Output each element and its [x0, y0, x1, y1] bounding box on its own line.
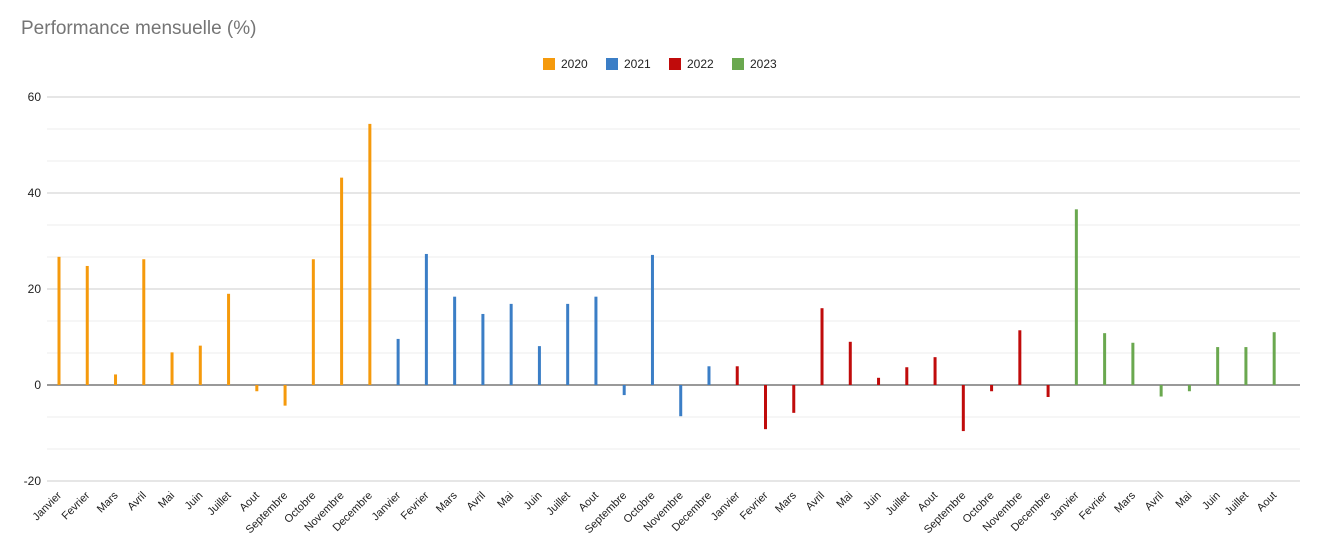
- legend-label: 2021: [624, 57, 651, 71]
- bar: [1046, 385, 1050, 397]
- bar: [1187, 385, 1191, 392]
- legend: 2020 2021 2022 2023: [0, 57, 1318, 75]
- x-tick-label: Mars: [434, 489, 460, 515]
- bar: [142, 259, 146, 385]
- bar: [481, 313, 485, 385]
- bar: [85, 265, 89, 385]
- x-tick-label: Janvier: [709, 489, 743, 523]
- x-tick-label: Juin: [522, 490, 545, 513]
- x-tick-label: Aout: [577, 490, 601, 514]
- bar: [255, 385, 259, 392]
- x-tick-label: Fevrier: [738, 489, 771, 522]
- x-tick-label: Mars: [95, 489, 121, 515]
- x-tick-label: Juillet: [1223, 490, 1251, 518]
- bar: [594, 296, 598, 385]
- bar: [622, 385, 626, 396]
- bar: [198, 345, 202, 385]
- bar: [170, 352, 174, 385]
- legend-item-2022: 2022: [669, 57, 714, 71]
- bar: [820, 308, 824, 385]
- bar: [735, 366, 739, 385]
- bar: [877, 377, 881, 385]
- bar: [679, 385, 683, 417]
- bar: [424, 253, 428, 385]
- x-tick-label: Mai: [1173, 490, 1194, 511]
- x-tick-label: Janvier: [31, 489, 65, 523]
- legend-item-2023: 2023: [732, 57, 777, 71]
- bar: [114, 374, 118, 385]
- bar: [340, 177, 344, 385]
- x-tick-label: Mai: [156, 490, 177, 511]
- legend-label: 2022: [687, 57, 714, 71]
- bar: [1018, 330, 1022, 385]
- bar: [1244, 347, 1248, 385]
- bar: [453, 296, 457, 385]
- x-tick-label: Fevrier: [399, 489, 432, 522]
- legend-swatch: [669, 58, 681, 70]
- bar: [1216, 347, 1220, 385]
- x-tick-label: Janvier: [1048, 489, 1082, 523]
- legend-label: 2020: [561, 57, 588, 71]
- legend-label: 2023: [750, 57, 777, 71]
- bar: [792, 385, 796, 413]
- bar: [57, 256, 61, 385]
- x-tick-label: Avril: [804, 490, 827, 513]
- legend-swatch: [732, 58, 744, 70]
- y-tick-label: 40: [28, 186, 42, 200]
- x-tick-label: Juin: [183, 490, 206, 513]
- x-tick-label: Juillet: [544, 490, 572, 518]
- y-tick-label: -20: [24, 474, 42, 488]
- x-tick-label: Mars: [773, 489, 799, 515]
- x-tick-label: Juin: [1200, 490, 1223, 513]
- legend-item-2021: 2021: [606, 57, 651, 71]
- y-tick-label: 20: [28, 282, 42, 296]
- legend-swatch: [606, 58, 618, 70]
- x-tick-label: Aout: [237, 490, 261, 514]
- x-tick-label: Aout: [1255, 490, 1279, 514]
- y-tick-label: 60: [28, 90, 42, 104]
- x-tick-label: Avril: [125, 490, 148, 513]
- x-tick-label: Avril: [465, 490, 488, 513]
- bar: [566, 303, 570, 385]
- bar: [990, 385, 994, 392]
- x-tick-label: Janvier: [370, 489, 404, 523]
- chart-title: Performance mensuelle (%): [21, 18, 257, 39]
- x-tick-label: Mai: [495, 490, 516, 511]
- x-tick-label: Fevrier: [1077, 489, 1110, 522]
- bar: [650, 254, 654, 385]
- bar: [283, 385, 287, 406]
- bar: [509, 303, 513, 385]
- legend-item-2020: 2020: [543, 57, 588, 71]
- bar: [764, 385, 767, 430]
- x-tick-label: Juin: [861, 490, 884, 513]
- bar: [905, 367, 909, 385]
- bar: [1074, 209, 1078, 385]
- bar: [1131, 342, 1135, 385]
- bar: [1159, 385, 1163, 397]
- bar: [537, 346, 541, 385]
- bar: [368, 123, 372, 385]
- bar: [933, 357, 937, 385]
- x-tick-label: Fevrier: [60, 489, 93, 522]
- legend-swatch: [543, 58, 555, 70]
- x-tick-label: Mars: [1112, 489, 1138, 515]
- y-tick-label: 0: [34, 378, 41, 392]
- x-tick-label: Juillet: [884, 490, 912, 518]
- x-tick-label: Avril: [1143, 490, 1166, 513]
- bar: [1103, 333, 1107, 385]
- bar: [396, 338, 400, 385]
- bar: [848, 341, 852, 385]
- x-tick-label: Juillet: [205, 490, 233, 518]
- bar: [227, 293, 231, 385]
- bar: [311, 259, 315, 385]
- x-tick-label: Aout: [916, 490, 940, 514]
- bar: [961, 385, 965, 432]
- bar: [1272, 332, 1276, 385]
- bar: [707, 366, 711, 385]
- x-tick-label: Mai: [834, 490, 855, 511]
